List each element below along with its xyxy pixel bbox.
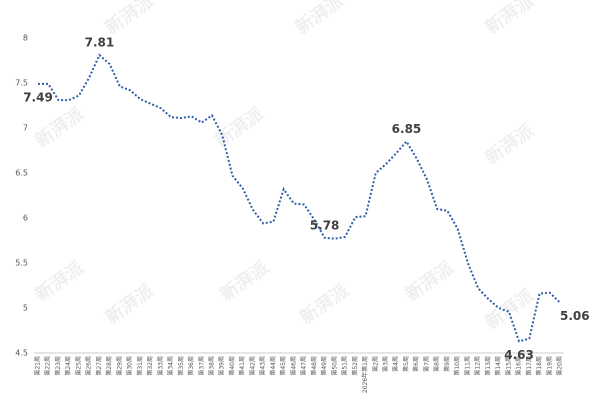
data-label: 5.06 xyxy=(560,309,590,323)
y-tick-label: 6 xyxy=(23,214,28,223)
x-tick-label: 第13周 xyxy=(484,356,492,376)
watermark: 新湃派 xyxy=(481,119,539,169)
x-tick-label: 第2周 xyxy=(371,356,379,372)
x-tick-label: 第37周 xyxy=(197,356,205,376)
y-tick-label: 4.5 xyxy=(15,349,28,358)
x-tick-label: 第6周 xyxy=(412,356,420,372)
x-tick-label: 第31周 xyxy=(136,356,144,376)
watermark: 新湃派 xyxy=(31,102,89,152)
x-tick-label: 第50周 xyxy=(330,356,338,376)
data-label: 5.78 xyxy=(310,218,340,232)
x-tick-label: 第14周 xyxy=(494,356,502,376)
x-tick-label: 第45周 xyxy=(279,356,287,376)
watermark: 新湃派 xyxy=(481,0,539,39)
watermark: 新湃派 xyxy=(296,279,354,329)
x-tick-label: 第4周 xyxy=(392,356,400,372)
x-tick-label: 第15周 xyxy=(504,356,512,376)
x-tick-label: 第18周 xyxy=(535,356,543,376)
x-tick-label: 第26周 xyxy=(85,356,93,376)
x-tick-label: 第46周 xyxy=(289,356,297,376)
x-tick-label: 第34周 xyxy=(167,356,175,376)
watermark: 新湃派 xyxy=(216,256,274,306)
x-tick-label: 第24周 xyxy=(64,356,72,376)
x-tick-label: 第40周 xyxy=(228,356,236,376)
x-tick-label: 第49周 xyxy=(320,356,328,376)
x-tick-label: 第51周 xyxy=(341,356,349,376)
x-tick-label: 第22周 xyxy=(44,356,52,376)
x-tick-label: 第48周 xyxy=(310,356,318,376)
x-tick-label: 第21周 xyxy=(34,356,42,376)
x-tick-label: 第39周 xyxy=(218,356,226,376)
x-tick-label: 第52周 xyxy=(351,356,359,376)
y-tick-label: 5 xyxy=(23,304,28,313)
x-tick-label: 第36周 xyxy=(187,356,195,376)
watermark: 新湃派 xyxy=(401,256,459,306)
x-tick-label: 第9周 xyxy=(443,356,451,372)
data-label: 6.85 xyxy=(392,122,422,136)
y-tick-label: 6.5 xyxy=(15,169,28,178)
x-tick-label: 第44周 xyxy=(269,356,277,376)
watermark: 新湃派 xyxy=(101,279,159,329)
watermark: 新湃派 xyxy=(211,102,269,152)
x-tick-label: 第11周 xyxy=(463,356,471,376)
data-label: 4.63 xyxy=(504,348,534,362)
y-tick-label: 5.5 xyxy=(15,259,28,268)
x-tick-label: 第47周 xyxy=(300,356,308,376)
x-tick-label: 第29周 xyxy=(115,356,123,376)
x-tick-label: 第19周 xyxy=(545,356,553,376)
watermark: 新湃派 xyxy=(481,284,539,334)
y-tick-label: 7 xyxy=(23,124,28,133)
x-tick-label: 第8周 xyxy=(433,356,441,372)
x-tick-label: 第3周 xyxy=(382,356,390,372)
x-tick-label: 第5周 xyxy=(402,356,410,372)
watermark: 新湃派 xyxy=(291,0,349,39)
x-tick-label: 第41周 xyxy=(238,356,246,376)
x-tick-label: 第42周 xyxy=(248,356,256,376)
x-tick-label: 第38周 xyxy=(208,356,216,376)
watermark: 新湃派 xyxy=(31,256,89,306)
x-tick-label: 第20周 xyxy=(556,356,564,376)
x-tick-label: 第16周 xyxy=(515,356,523,376)
x-tick-label: 第25周 xyxy=(74,356,82,376)
x-tick-label: 第43周 xyxy=(259,356,267,376)
data-label: 7.81 xyxy=(85,36,115,50)
x-tick-label: 第30周 xyxy=(126,356,134,376)
x-tick-label: 第23周 xyxy=(54,356,62,376)
x-tick-label: 第12周 xyxy=(474,356,482,376)
x-tick-label: 第27周 xyxy=(95,356,103,376)
watermark: 新湃派 xyxy=(101,0,159,39)
x-tick-label: 第35周 xyxy=(177,356,185,376)
x-tick-label: 2026年第1周 xyxy=(361,356,369,393)
data-line xyxy=(38,53,561,343)
data-label: 7.49 xyxy=(23,90,53,104)
x-tick-label: 第33周 xyxy=(156,356,164,376)
x-tick-label: 第7周 xyxy=(422,356,430,372)
x-tick-label: 第10周 xyxy=(453,356,461,376)
y-tick-label: 8 xyxy=(23,34,28,43)
x-tick-label: 第32周 xyxy=(146,356,154,376)
x-tick-label: 第28周 xyxy=(105,356,113,376)
y-tick-label: 7.5 xyxy=(15,79,28,88)
x-tick-label: 第17周 xyxy=(525,356,533,376)
